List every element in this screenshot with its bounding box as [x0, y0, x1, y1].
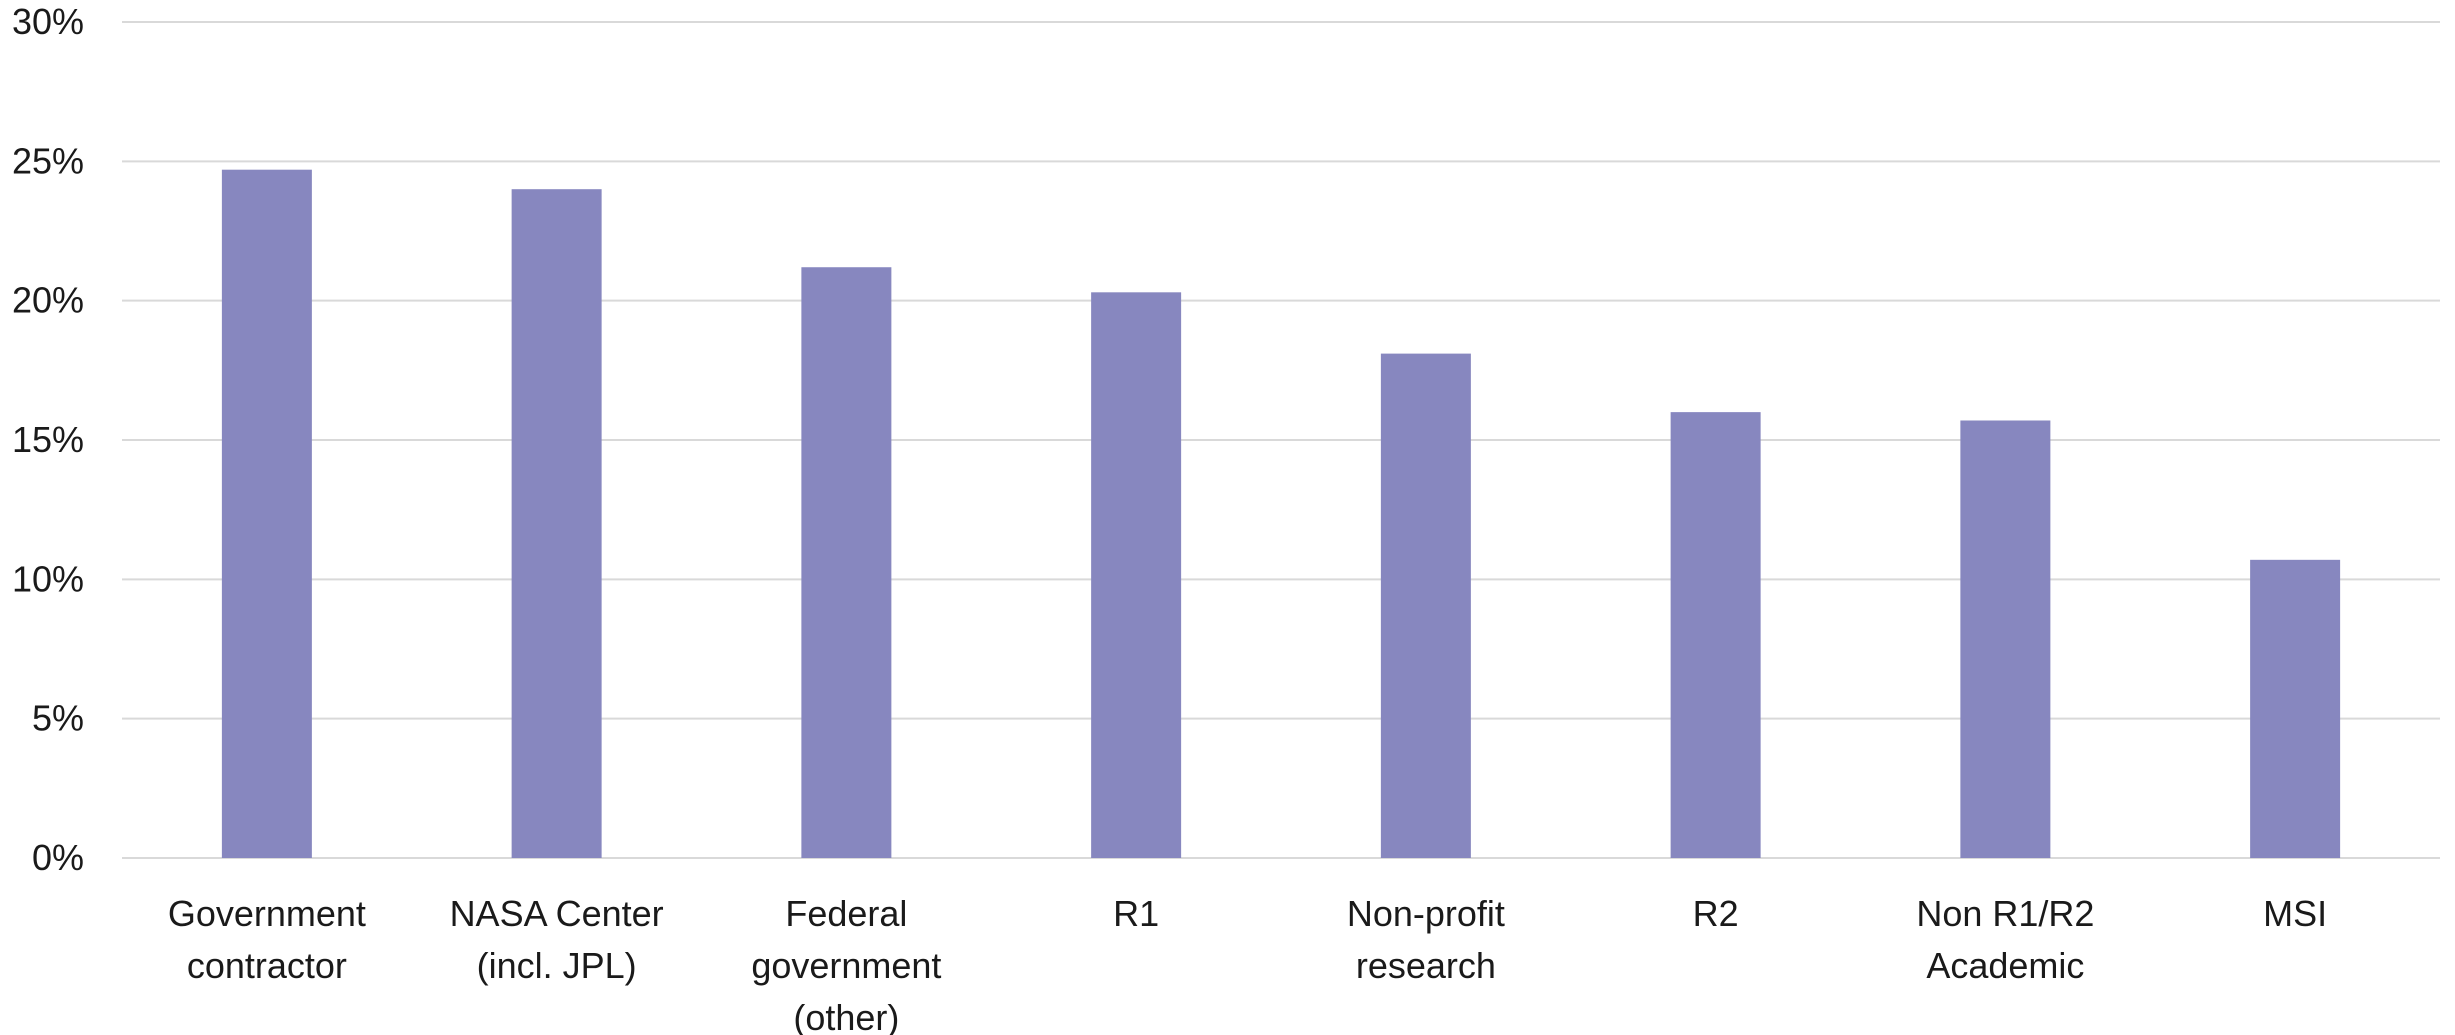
- x-category-label: MSI: [2263, 893, 2327, 934]
- bar: [2250, 559, 2341, 858]
- x-category-label: Federal government (other): [751, 893, 941, 1035]
- bar: [1091, 292, 1182, 859]
- x-category-label: R1: [1113, 893, 1159, 934]
- x-category-label: NASA Center (incl. JPL): [450, 893, 664, 986]
- y-tick-label: 20%: [12, 280, 84, 321]
- x-category-label: Non R1/R2 Academic: [1916, 893, 2094, 986]
- x-category-label: R2: [1693, 893, 1739, 934]
- bar: [1670, 412, 1761, 858]
- y-tick-label: 15%: [12, 419, 84, 460]
- bars: [221, 169, 2341, 859]
- x-category-label: Government contractor: [168, 893, 366, 986]
- y-tick-label: 25%: [12, 140, 84, 181]
- y-tick-label: 10%: [12, 558, 84, 599]
- y-axis-tick-labels: 0% 5% 10% 15% 20% 25% 30%: [12, 1, 84, 878]
- y-tick-label: 30%: [12, 1, 84, 42]
- bar: [1380, 353, 1471, 858]
- x-axis-category-labels: Government contractor NASA Center (incl. JP…: [168, 893, 2327, 1035]
- bar: [801, 267, 892, 858]
- y-tick-label: 0%: [32, 837, 84, 878]
- bar: [221, 169, 312, 858]
- gridlines: [122, 21, 2440, 859]
- y-tick-label: 5%: [32, 698, 84, 739]
- bar: [1960, 420, 2051, 858]
- bar: [511, 189, 602, 858]
- x-category-label: Non-profit research: [1347, 893, 1505, 986]
